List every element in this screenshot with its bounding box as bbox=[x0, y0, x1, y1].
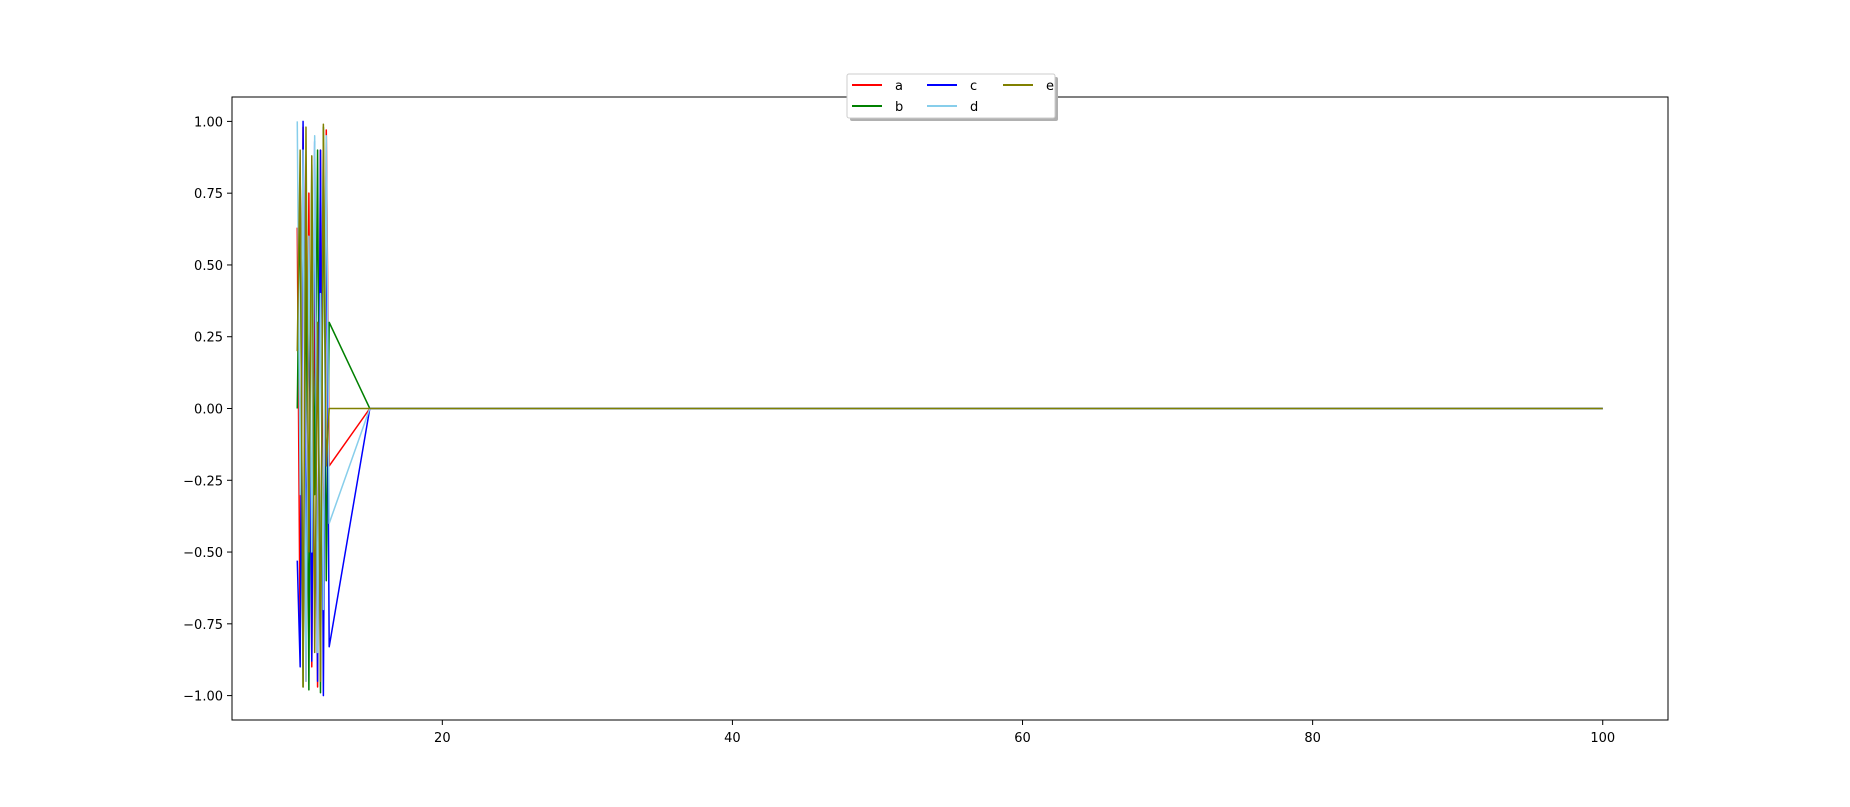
y-tick-label: 0.25 bbox=[194, 331, 223, 346]
y-tick-label: 0.50 bbox=[194, 259, 223, 274]
y-tick-label: −0.75 bbox=[183, 618, 223, 633]
x-tick-label: 40 bbox=[724, 731, 741, 746]
series-line-a bbox=[296, 126, 1603, 688]
series-line-e bbox=[296, 123, 1603, 688]
series-layer bbox=[296, 120, 1603, 697]
y-tick-label: −0.25 bbox=[183, 474, 223, 489]
y-tick-label: 0.00 bbox=[194, 403, 223, 418]
x-axis: 20 40 60 80 100 bbox=[434, 720, 1615, 746]
y-axis: 1.00 0.75 0.50 0.25 0.00 −0.25 −0.50 −0.75 −1.00 bbox=[183, 115, 232, 705]
series-line-b bbox=[296, 126, 1603, 694]
series-line-d bbox=[296, 121, 1603, 682]
y-tick-label: −1.00 bbox=[183, 690, 223, 705]
legend: ab cd e bbox=[846, 73, 1058, 121]
y-tick-label: 1.00 bbox=[194, 115, 223, 130]
x-tick-label: 80 bbox=[1304, 731, 1321, 746]
y-tick-label: 0.75 bbox=[194, 187, 223, 202]
legend-label-a: a bbox=[895, 79, 903, 94]
legend-label-e: e bbox=[1046, 79, 1054, 94]
legend-label-c: c bbox=[970, 79, 977, 94]
y-tick-label: −0.50 bbox=[183, 546, 223, 561]
legend-label-d: d bbox=[970, 100, 978, 115]
legend-label-b: b bbox=[895, 100, 903, 115]
legend-box bbox=[846, 73, 1056, 119]
x-tick-label: 20 bbox=[434, 731, 451, 746]
x-tick-label: 100 bbox=[1590, 731, 1615, 746]
x-tick-label: 60 bbox=[1014, 731, 1031, 746]
